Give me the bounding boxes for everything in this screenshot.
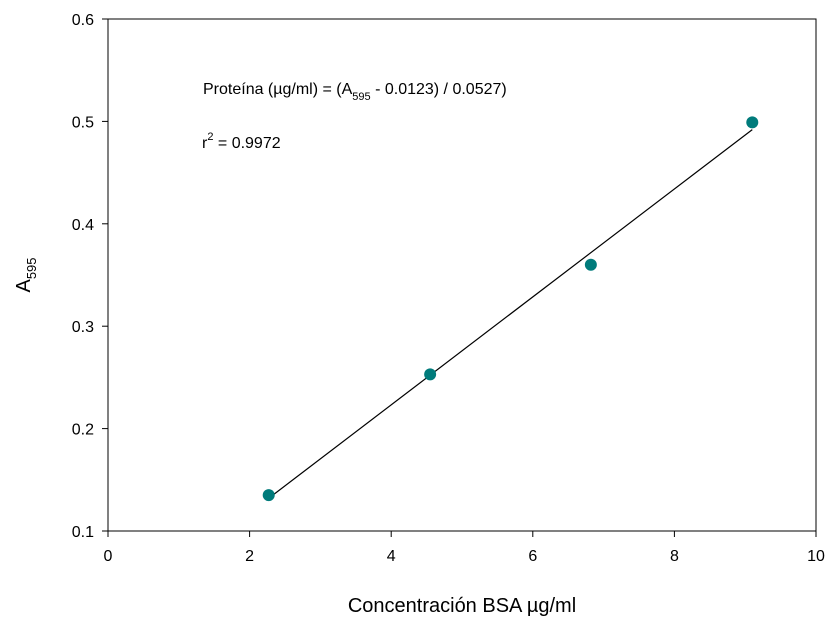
x-axis-ticks: 0 2 4 6 8 10 [104, 531, 825, 565]
data-points [262, 116, 759, 502]
data-point [424, 368, 437, 381]
x-tick-label: 2 [245, 548, 254, 565]
y-tick-label: 0.3 [72, 319, 94, 336]
y-axis-title: A595 [13, 257, 39, 292]
y-tick-label: 0.6 [72, 12, 94, 29]
y-tick-label: 0.5 [72, 114, 94, 131]
x-tick-label: 4 [387, 548, 396, 565]
data-point [584, 258, 597, 271]
x-tick-label: 10 [807, 548, 825, 565]
r-squared-annotation: r2 = 0.9972 [202, 131, 281, 152]
plot-frame [107, 18, 817, 532]
equation-annotation: Proteína (µg/ml) = (A595 - 0.0123) / 0.0… [203, 81, 507, 103]
data-point [746, 116, 759, 129]
regression-line [268, 129, 753, 499]
y-tick-label: 0.1 [72, 524, 94, 541]
y-axis-ticks: 0.1 0.2 0.3 0.4 0.5 0.6 [72, 12, 108, 541]
x-axis-title: Concentración BSA µg/ml [348, 595, 576, 617]
x-tick-label: 6 [528, 548, 537, 565]
x-tick-label: 8 [670, 548, 679, 565]
x-tick-label: 0 [104, 548, 113, 565]
y-tick-label: 0.4 [72, 217, 94, 234]
data-point [262, 489, 275, 502]
y-tick-label: 0.2 [72, 422, 94, 439]
